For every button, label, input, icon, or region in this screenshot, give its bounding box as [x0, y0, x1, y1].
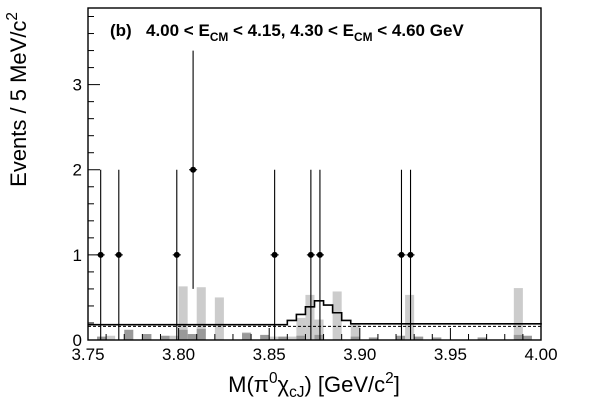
data-point	[173, 251, 180, 258]
x-tick-label: 3.95	[434, 345, 467, 364]
y-tick-label: 0	[73, 331, 82, 350]
text-part: CM	[354, 30, 373, 44]
dark-gray-bar	[477, 337, 487, 340]
dark-gray-bar	[414, 336, 424, 340]
data-point	[407, 251, 414, 258]
y-axis-title: Events / 5 MeV/c2	[4, 12, 31, 187]
text-part: CM	[210, 30, 229, 44]
dark-gray-bar	[97, 336, 107, 340]
dark-gray-bar	[432, 337, 442, 340]
light-gray-bar	[269, 336, 279, 340]
data-point	[190, 166, 197, 173]
y-tick-label: 1	[73, 246, 82, 265]
light-gray-bar	[350, 324, 360, 340]
title-text: 4.00 < ECM < 4.15, 4.30 < ECM < 4.60 GeV	[146, 21, 464, 44]
text-part: M(π	[228, 372, 269, 397]
light-gray-bar	[405, 294, 415, 340]
x-tick-label: 3.80	[162, 345, 195, 364]
dark-gray-bar	[196, 328, 206, 340]
dark-gray-bar	[142, 334, 152, 340]
x-tick-label: 3.85	[253, 345, 286, 364]
dark-gray-bar	[396, 335, 406, 340]
light-gray-bar	[178, 286, 188, 340]
text-part: cJ	[289, 384, 304, 401]
dark-gray-bar	[350, 336, 360, 340]
x-tick-label: 3.90	[343, 345, 376, 364]
dark-gray-bar	[513, 334, 523, 340]
dark-gray-bar	[278, 336, 288, 340]
text-part: 4.00 < E	[146, 21, 210, 40]
light-gray-bar	[314, 319, 324, 340]
dark-gray-bar	[296, 335, 306, 340]
light-gray-bar	[332, 291, 342, 340]
text-part: 2	[4, 12, 21, 21]
y-tick-label: 3	[73, 76, 82, 95]
light-gray-bar	[106, 335, 116, 340]
light-gray-bar	[287, 336, 297, 340]
text-part: Events / 5 MeV/c	[6, 21, 31, 187]
x-tick-label: 3.75	[71, 345, 104, 364]
light-gray-bar	[296, 317, 306, 340]
data-point	[271, 251, 278, 258]
light-gray-bar	[196, 287, 206, 340]
dark-gray-bar	[124, 329, 134, 340]
data-point	[307, 251, 314, 258]
data-point	[398, 251, 405, 258]
dark-gray-bar	[160, 335, 170, 340]
text-part: < 4.15, 4.30 < E	[228, 21, 354, 40]
dark-gray-bar	[178, 329, 188, 340]
total-fit-line	[88, 300, 542, 326]
y-tick-label: 2	[73, 161, 82, 180]
text-part: ) [GeV/c	[304, 372, 385, 397]
panel-label: (b)	[110, 21, 132, 40]
text-part: 2	[385, 370, 394, 387]
text-part: χ	[278, 372, 290, 397]
dark-gray-bar	[522, 335, 532, 340]
text-part: 0	[269, 370, 278, 387]
plot-frame	[87, 7, 542, 341]
chart-title: (b) 4.00 < ECM < 4.15, 4.30 < ECM < 4.60 …	[110, 21, 464, 44]
data-point	[97, 251, 104, 258]
data-point	[115, 251, 122, 258]
dark-gray-bar	[368, 337, 378, 340]
light-gray-bar	[513, 288, 523, 340]
light-gray-bar	[214, 297, 224, 340]
dark-gray-bar	[242, 333, 252, 340]
light-gray-bar	[169, 335, 179, 340]
data-point	[316, 251, 323, 258]
text-part: ]	[394, 372, 400, 397]
dark-gray-bar	[260, 334, 270, 340]
light-gray-bar	[305, 294, 315, 340]
text-part: < 4.60 GeV	[373, 21, 465, 40]
dark-gray-bar	[314, 334, 324, 340]
x-axis-title: M(π0χcJ) [GeV/c2]	[228, 370, 400, 401]
dark-gray-bar	[187, 334, 197, 340]
x-tick-label: 4.00	[524, 345, 557, 364]
